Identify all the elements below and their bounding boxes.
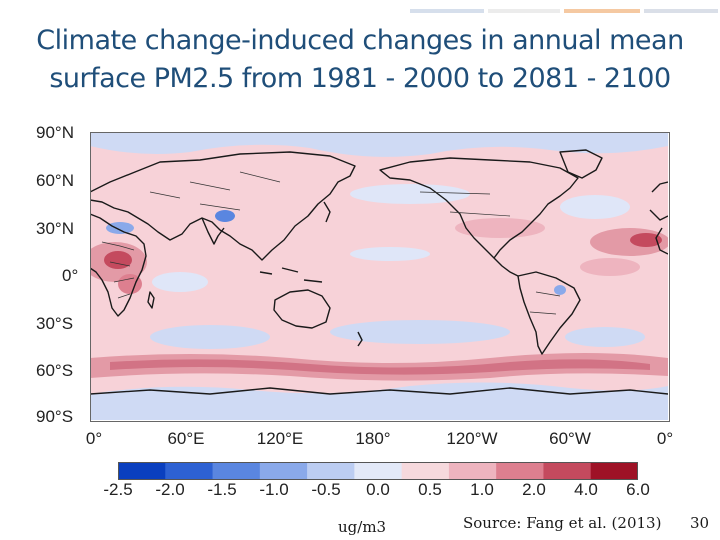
colorbar-swatch bbox=[543, 462, 592, 480]
lat-label-60n: 60°N bbox=[36, 171, 74, 190]
blue-patch-north-pacific bbox=[350, 184, 470, 204]
accent-bar-2 bbox=[488, 9, 560, 13]
accent-bar-4 bbox=[644, 9, 718, 13]
colorbar-tick-label: -0.5 bbox=[311, 480, 341, 499]
colorbar-tick-label: -1.5 bbox=[207, 480, 237, 499]
colorbar-swatch bbox=[448, 462, 497, 480]
blue-patch-south-atlantic bbox=[565, 327, 645, 347]
red-zone-east-pacific bbox=[455, 218, 545, 238]
lon-label-60e: 60°E bbox=[167, 429, 205, 448]
lat-label-30s: 30°S bbox=[36, 314, 74, 333]
red-zone-central-africa bbox=[118, 274, 142, 294]
lon-label-60w: 60°W bbox=[549, 429, 591, 448]
colorbar-swatch bbox=[307, 462, 355, 480]
lon-label-0-east: 0° bbox=[656, 429, 674, 448]
lon-label-120e: 120°E bbox=[256, 429, 304, 448]
country-borders bbox=[101, 171, 561, 315]
arctic-blue-region bbox=[90, 132, 668, 157]
accent-bar-1 bbox=[410, 9, 484, 13]
colorbar bbox=[118, 462, 638, 480]
colorbar-swatch bbox=[118, 462, 166, 480]
colorbar-tick-label: 1.0 bbox=[470, 480, 494, 499]
colorbar-tick-label: -1.0 bbox=[259, 480, 289, 499]
colorbar-swatch bbox=[165, 462, 214, 480]
colorbar-tick-label: 0.0 bbox=[366, 480, 390, 499]
page-number: 30 bbox=[690, 514, 710, 532]
blue-patch-north-atlantic bbox=[560, 195, 630, 219]
colorbar-swatch bbox=[590, 462, 638, 480]
lat-label-30n: 30°N bbox=[36, 219, 74, 238]
colorbar-tick-label: 2.0 bbox=[522, 480, 546, 499]
colorbar-tick-label: -2.5 bbox=[103, 480, 133, 499]
colorbar-tick-label: 0.5 bbox=[418, 480, 442, 499]
blue-spot-arabia bbox=[106, 222, 134, 234]
red-zone-north-atlantic-core bbox=[630, 233, 662, 247]
source-citation: Source: Fang et al. (2013) bbox=[463, 514, 662, 532]
colorbar-swatch bbox=[212, 462, 261, 480]
lat-label-60s: 60°S bbox=[36, 361, 74, 380]
southern-ocean-band-inner bbox=[110, 359, 650, 375]
lon-label-120w: 120°W bbox=[446, 429, 498, 448]
colorbar-swatch bbox=[496, 462, 544, 480]
unit-label: ug/m3 bbox=[338, 518, 387, 536]
colorbar-tick-label: 4.0 bbox=[574, 480, 598, 499]
colorbar-swatch bbox=[354, 462, 403, 480]
accent-bar-3 bbox=[564, 9, 640, 13]
pm25-change-map bbox=[90, 132, 668, 420]
blue-spot-south-america bbox=[554, 285, 566, 295]
lat-label-90n: 90°N bbox=[36, 123, 74, 142]
blue-spot-middle-east bbox=[215, 210, 235, 222]
title-line-1: Climate change-induced changes in annual… bbox=[36, 25, 684, 56]
colorbar-tick-label: 6.0 bbox=[626, 480, 650, 499]
colorbar-frame bbox=[118, 462, 638, 480]
lon-label-0-west: 0° bbox=[85, 429, 103, 448]
lat-label-90s: 90°S bbox=[36, 407, 74, 426]
blue-patch-south-indian bbox=[150, 325, 270, 349]
southern-ocean-band bbox=[90, 353, 668, 381]
coastlines bbox=[90, 149, 668, 395]
lon-label-180: 180° bbox=[355, 429, 391, 448]
red-zone-tropical-atlantic bbox=[580, 258, 640, 276]
slide-title: Climate change-induced changes in annual… bbox=[0, 22, 720, 98]
blue-patch-south-pacific bbox=[330, 320, 510, 344]
colorbar-swatch bbox=[401, 462, 450, 480]
colorbar-swatch bbox=[259, 462, 308, 480]
colorbar-tick-label: -2.0 bbox=[155, 480, 185, 499]
title-line-2: surface PM2.5 from 1981 - 2000 to 2081 -… bbox=[49, 63, 671, 94]
blue-patch-equatorial-pacific bbox=[350, 247, 430, 261]
lat-label-0: 0° bbox=[62, 266, 79, 285]
blue-patch-indian-ocean bbox=[152, 272, 208, 292]
red-zone-west-africa-core bbox=[104, 251, 132, 269]
map-border bbox=[90, 132, 670, 422]
